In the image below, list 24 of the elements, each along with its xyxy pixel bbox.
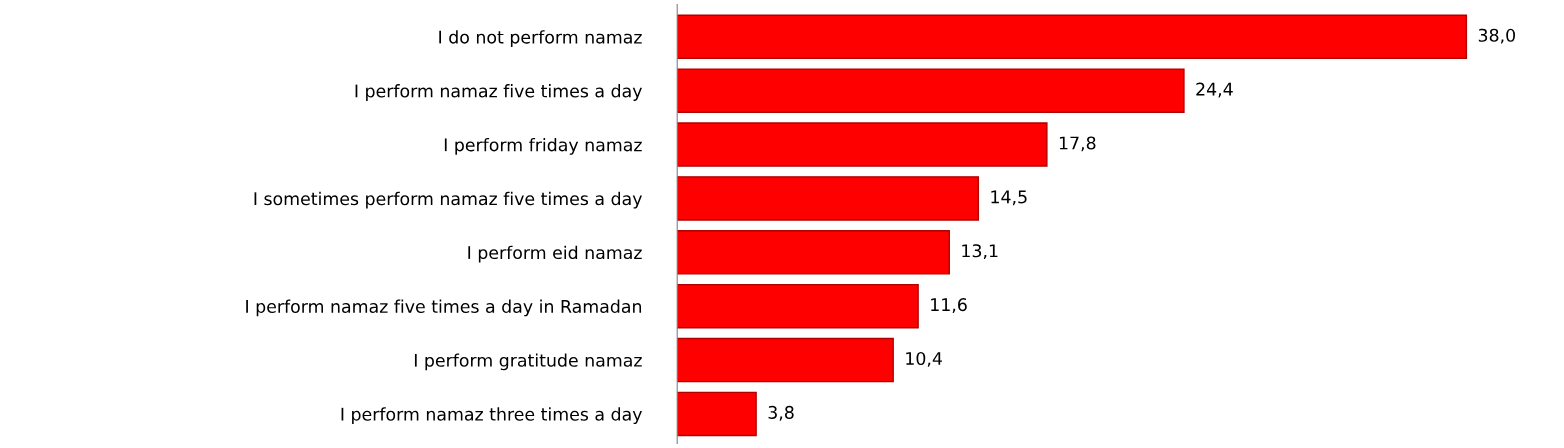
y-tick-label: I perform namaz three times a day xyxy=(341,407,642,425)
data-label: 38,0 xyxy=(1478,28,1515,44)
data-label: 24,4 xyxy=(1196,82,1233,98)
data-label: 10,4 xyxy=(906,351,942,367)
bar xyxy=(677,68,1185,113)
bar xyxy=(677,337,894,383)
y-tick-label: I perform gratitude namaz xyxy=(414,353,642,371)
bar xyxy=(677,14,1468,60)
bar xyxy=(677,122,1048,167)
data-label: 17,8 xyxy=(1059,136,1096,152)
bar xyxy=(677,230,950,275)
y-tick-label: I perform eid namaz xyxy=(468,245,642,263)
bar xyxy=(677,391,757,437)
data-label: 13,1 xyxy=(962,244,998,260)
bar xyxy=(677,283,919,329)
y-tick-label: I perform friday namaz xyxy=(444,137,642,155)
y-tick-label: I do not perform namaz xyxy=(439,30,642,48)
data-label: 11,6 xyxy=(931,298,967,313)
bar xyxy=(677,176,980,221)
y-tick-label: I perform namaz five times a day in Ramadan xyxy=(246,299,642,317)
y-tick-label: I sometimes perform namaz five times a day xyxy=(254,191,642,209)
y-tick-label: I perform namaz five times a day xyxy=(355,84,642,101)
data-label: 14,5 xyxy=(991,190,1027,206)
data-label: 3,8 xyxy=(768,405,794,421)
